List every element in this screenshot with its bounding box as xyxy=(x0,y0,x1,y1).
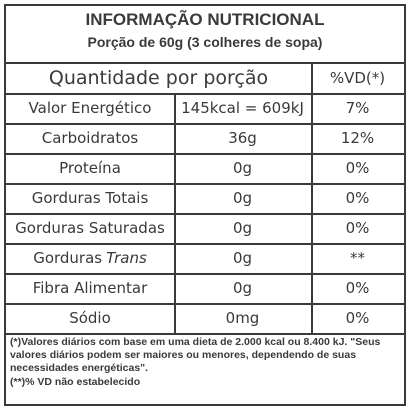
rule xyxy=(6,93,404,95)
column-header: %VD(*) xyxy=(329,68,386,87)
nutrient-name: Valor Energético xyxy=(6,93,174,123)
nutrient-name-text: Carboidratos xyxy=(41,129,139,147)
daily-value: 0% xyxy=(345,279,370,297)
daily-value: 0% xyxy=(345,309,370,327)
nutrient-name: Gorduras Trans xyxy=(6,243,174,273)
rule xyxy=(6,62,404,64)
nutrient-name-text: Gorduras xyxy=(33,249,103,267)
amount: 0mg xyxy=(225,309,260,327)
daily-value: 12% xyxy=(340,129,375,147)
rule xyxy=(174,93,176,333)
nutrient-name: Proteína xyxy=(6,153,174,183)
subtitle: Porção de 60g (3 colheres de sopa) xyxy=(87,34,323,50)
rule xyxy=(6,243,404,245)
amount: 36g xyxy=(228,129,257,147)
footnote: (*)Valores diários com base em uma dieta… xyxy=(10,336,381,374)
daily-value: 0% xyxy=(345,219,370,237)
amount: 0g xyxy=(232,189,253,207)
nutrition-label: INFORMAÇÃO NUTRICIONAL Porção de 60g (3 … xyxy=(4,4,406,406)
nutrient-name: Gorduras Saturadas xyxy=(6,213,174,243)
rule xyxy=(6,123,404,125)
daily-value: 7% xyxy=(345,99,370,117)
amount: 0g xyxy=(232,249,253,267)
footnote: (**)% VD não estabelecido xyxy=(10,376,141,388)
amount: 0g xyxy=(232,279,253,297)
nutrient-name-text: Gorduras Saturadas xyxy=(15,219,165,237)
nutrient-name-text: Proteína xyxy=(59,159,121,177)
rule xyxy=(6,333,404,335)
nutrient-name-text: Valor Energético xyxy=(28,99,152,117)
amount: 145kcal = 609kJ xyxy=(181,99,304,117)
column-header: Quantidade por porção xyxy=(48,66,269,89)
nutrient-name-text: Fibra Alimentar xyxy=(32,279,148,297)
notes: (*)Valores diários com base em uma dieta… xyxy=(10,336,402,390)
rule xyxy=(6,153,404,155)
rule xyxy=(6,213,404,215)
nutrient-name-text: Gorduras Totais xyxy=(31,189,149,207)
daily-value: ** xyxy=(350,249,365,267)
nutrient-name: Fibra Alimentar xyxy=(6,273,174,303)
rule xyxy=(6,303,404,305)
amount: 0g xyxy=(232,219,253,237)
daily-value: 0% xyxy=(345,189,370,207)
rule xyxy=(311,62,313,333)
nutrient-name-italic: Trans xyxy=(106,249,147,267)
rule xyxy=(6,183,404,185)
nutrient-name-text: Sódio xyxy=(69,309,111,327)
nutrient-name: Sódio xyxy=(6,303,174,333)
amount: 0g xyxy=(232,159,253,177)
nutrient-name: Carboidratos xyxy=(6,123,174,153)
nutrient-name: Gorduras Totais xyxy=(6,183,174,213)
daily-value: 0% xyxy=(345,159,370,177)
rule xyxy=(6,273,404,275)
title: INFORMAÇÃO NUTRICIONAL xyxy=(85,10,325,29)
